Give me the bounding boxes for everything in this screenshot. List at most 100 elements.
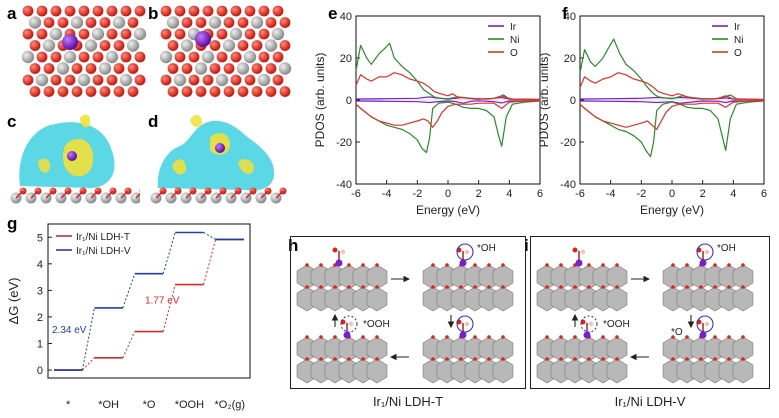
octahedron	[366, 358, 388, 384]
o-atom	[361, 335, 365, 339]
o-atom	[244, 74, 256, 86]
ni-atom	[180, 39, 194, 52]
panel-label-f: f	[562, 4, 568, 23]
o-atom	[501, 335, 505, 339]
o-atom	[216, 28, 228, 40]
series-line-ni	[355, 100, 541, 154]
ni-atom	[166, 16, 180, 29]
o-atom	[160, 28, 172, 40]
transition-connector	[122, 273, 136, 309]
o-atom	[50, 74, 62, 86]
o-atom	[473, 263, 477, 267]
o-atom	[699, 357, 703, 361]
h-atom	[704, 249, 710, 255]
o-atom	[57, 86, 69, 97]
series-line-ir	[579, 96, 765, 100]
o-atom	[167, 40, 179, 51]
o-atom	[202, 5, 214, 17]
o-atom	[85, 63, 97, 74]
o-atom	[332, 247, 338, 253]
o-atom	[237, 17, 249, 28]
o-atom	[699, 285, 703, 289]
legend-label: Ir₁/Ni LDH-V	[76, 246, 131, 257]
o-atom	[713, 357, 717, 361]
ni-atom	[63, 50, 77, 64]
o-atom	[230, 5, 242, 17]
o-atom	[305, 263, 309, 267]
x-category-label: *OH	[98, 399, 119, 411]
isosurface-accumulation	[80, 114, 91, 128]
o-atom	[601, 335, 605, 339]
bond	[275, 190, 284, 199]
bond	[60, 190, 69, 199]
o-atom	[473, 335, 477, 339]
o-atom	[223, 86, 235, 97]
transition-connector	[203, 232, 216, 240]
o-atom	[160, 5, 172, 17]
y-tick-label: 4	[37, 259, 43, 271]
o-atom	[209, 86, 221, 97]
o-atom	[361, 357, 365, 361]
o-atom	[333, 335, 337, 339]
x-tick-label: 4	[730, 188, 736, 200]
octahedron	[732, 358, 754, 384]
o-atom	[559, 357, 563, 361]
o-atom	[615, 285, 619, 289]
y-tick-label: -40	[560, 179, 576, 191]
annotation-overpotential-v: 2.34 eV	[52, 325, 87, 336]
o-atom	[601, 357, 605, 361]
o-atom	[305, 335, 309, 339]
o-atom	[230, 51, 242, 63]
transition-connector	[203, 239, 217, 285]
o-atom	[272, 51, 284, 63]
ni-atom	[77, 73, 91, 87]
bond	[105, 190, 114, 199]
o-atom	[237, 86, 249, 97]
ir-atom	[459, 259, 467, 267]
x-tick-label: 0	[669, 188, 675, 200]
transition-connector	[162, 232, 176, 274]
panel-label-h: h	[288, 236, 299, 255]
reaction-cycle-frame-i: *OH *OOH *O	[530, 236, 770, 389]
o-atom	[134, 5, 146, 17]
o-atom	[671, 285, 675, 289]
o-atom	[333, 357, 337, 361]
ni-atom	[194, 62, 208, 75]
bond	[120, 190, 129, 199]
o-atom	[279, 40, 291, 51]
o-atom	[29, 40, 41, 51]
o-atom	[106, 74, 118, 86]
o-atom	[741, 285, 745, 289]
y-axis-label: PDOS (arb. units)	[313, 53, 327, 148]
ni-atom	[243, 50, 257, 64]
y-tick-label: -40	[336, 179, 352, 191]
series-line-ir	[579, 100, 765, 104]
bond	[135, 193, 140, 199]
o-atom	[573, 357, 577, 361]
o-atom	[713, 285, 717, 289]
o-atom	[319, 285, 323, 289]
reaction-cycle-h: *OH *OOH	[296, 243, 514, 384]
o-atom	[209, 63, 221, 74]
o-atom	[113, 40, 125, 51]
adsorbate-label-oh: *OH	[477, 243, 496, 254]
ni-atom	[271, 27, 285, 41]
bond	[185, 190, 194, 199]
series-line-ni	[579, 100, 765, 158]
plot-frame	[47, 223, 251, 379]
o-atom	[487, 263, 491, 267]
o-atom	[43, 63, 55, 74]
o-atom	[361, 285, 365, 289]
ni-atom	[105, 50, 119, 64]
o-atom	[727, 357, 731, 361]
o-atom	[347, 285, 351, 289]
series-line-o	[579, 100, 765, 131]
series-line-ir	[355, 100, 541, 104]
o-atom	[50, 5, 62, 17]
o-atom	[559, 263, 563, 267]
o-atom	[99, 40, 111, 51]
o-atom	[727, 335, 731, 339]
o-atom	[445, 335, 449, 339]
o-atom	[22, 28, 34, 40]
